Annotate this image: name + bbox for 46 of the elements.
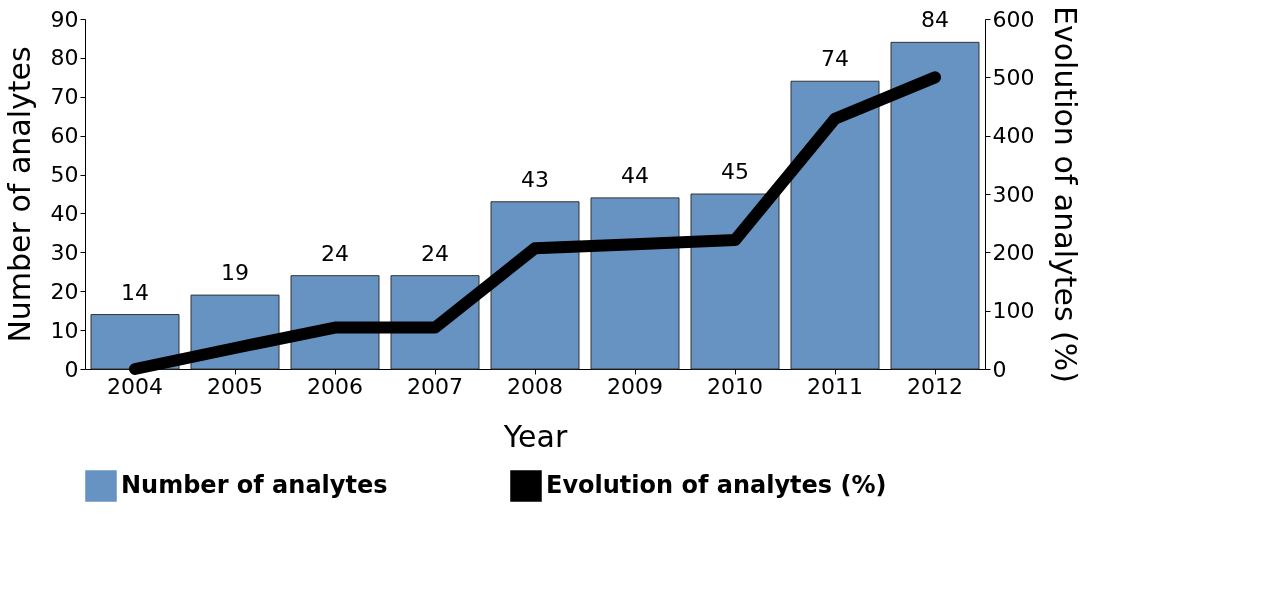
y-tick-label: 50 [50,162,79,188]
y2-tick-label: 600 [992,6,1035,32]
bar [790,80,880,370]
y-tick-label: 80 [50,45,79,71]
x-tick-label: 2008 [507,373,563,399]
bar [690,193,780,370]
data-label: 84 [921,7,949,33]
y-tick-label: 30 [50,239,79,265]
bar [490,201,580,370]
y-tick-label: 90 [50,6,79,32]
data-label: 74 [821,46,849,72]
data-label: 24 [321,240,349,266]
bar [90,314,180,370]
y-tick-label: 40 [50,200,79,226]
data-label: 14 [121,279,149,305]
y2-tick-label: 200 [992,239,1035,265]
y2-axis-title: Evolution of analytes (%) [1048,5,1084,384]
data-label: 43 [521,166,549,192]
x-axis-title: Year [502,418,568,454]
x-tick-label: 2010 [707,373,763,399]
y2-tick-label: 400 [992,123,1035,149]
bar [890,41,980,370]
y-axis-title: Number of analytes [1,46,37,343]
y2-tick-label: 100 [992,298,1035,324]
x-tick-label: 2012 [907,373,963,399]
data-label: 19 [221,260,249,286]
y-tick-label: 0 [64,356,79,382]
y-tick-label: 60 [50,123,79,149]
y2-tick-label: 0 [992,356,1007,382]
x-tick-label: 2009 [607,373,663,399]
y-tick-label: 10 [50,317,79,343]
x-tick-label: 2005 [207,373,263,399]
data-label: 24 [421,240,449,266]
y-tick-label: 70 [50,84,79,110]
y-tick-label: 20 [50,278,79,304]
y2-tick-label: 500 [992,64,1035,90]
legend-label: Number of analytes [121,471,388,499]
x-tick-label: 2007 [407,373,463,399]
x-tick-label: 2006 [307,373,363,399]
x-tick-label: 2011 [807,373,863,399]
data-label: 44 [621,162,649,188]
x-tick-label: 2004 [107,373,163,399]
bar [590,197,680,370]
legend-label: Evolution of analytes (%) [546,471,887,499]
data-label: 45 [721,159,749,184]
y2-tick-label: 300 [992,181,1035,207]
